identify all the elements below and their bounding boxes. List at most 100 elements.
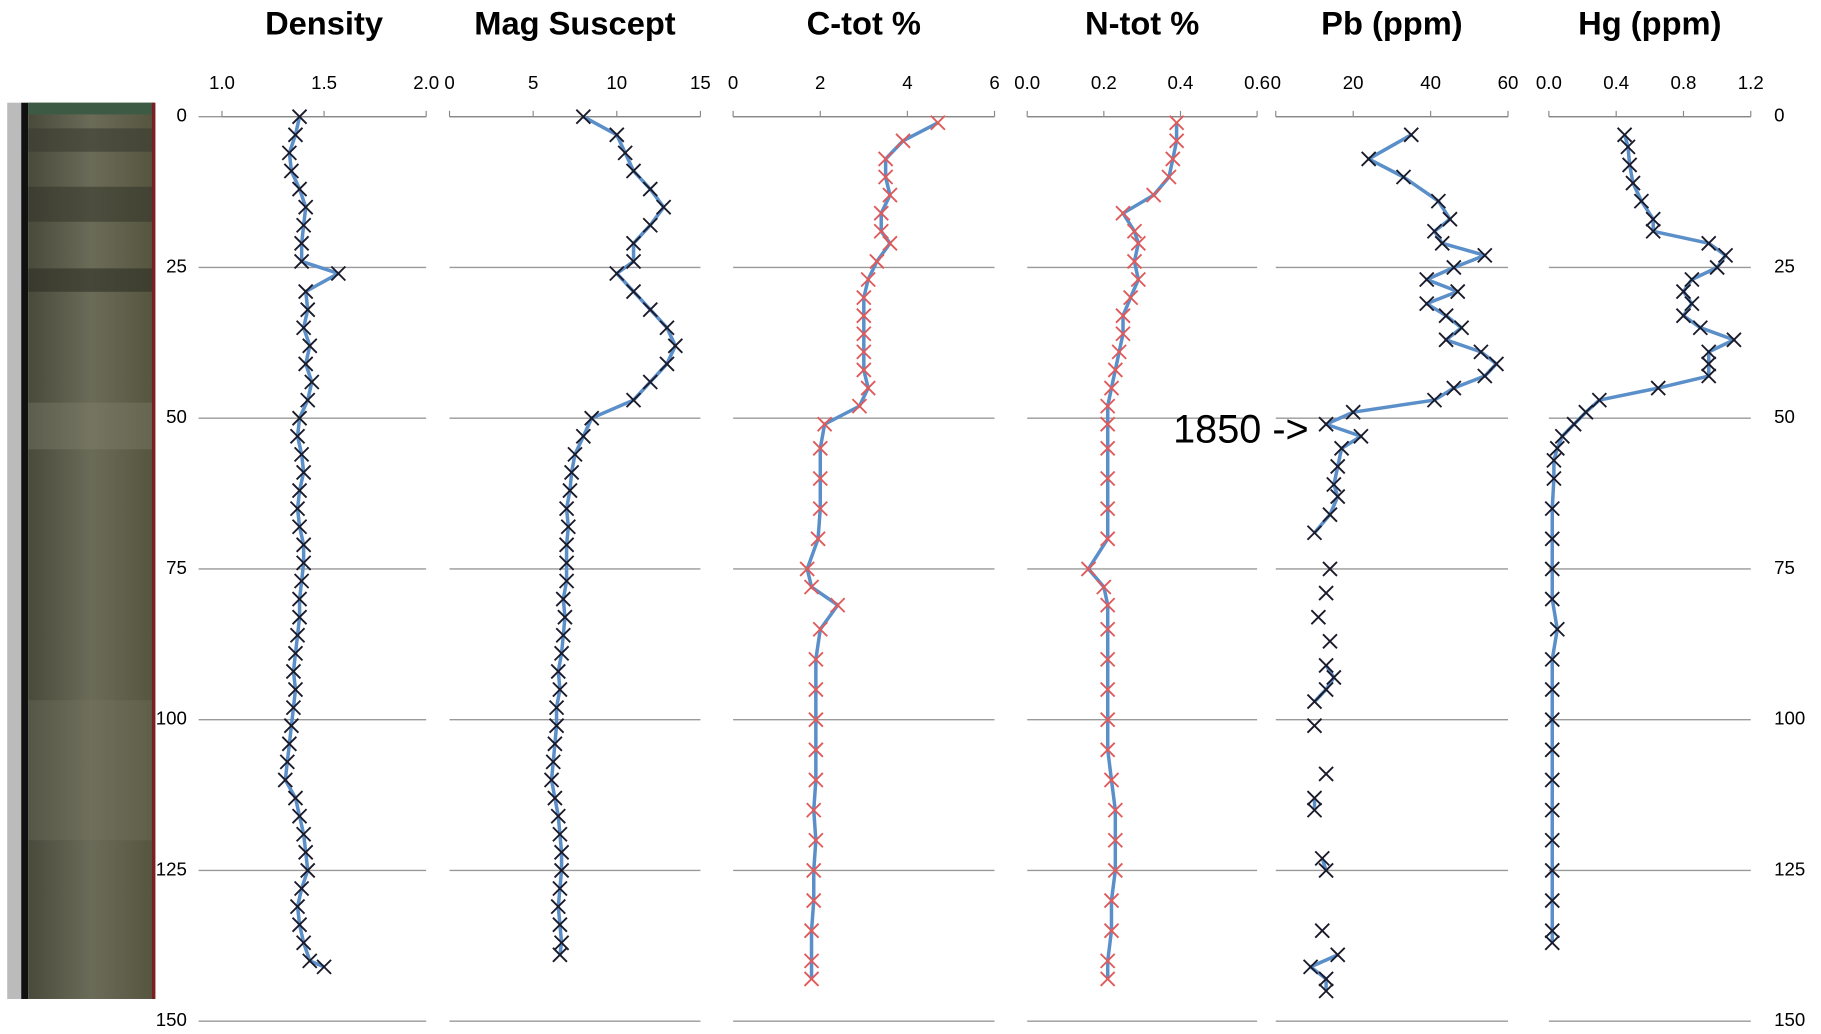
y-tick-label: 0: [177, 105, 187, 126]
x-tick-label: 40: [1420, 72, 1441, 93]
marker: [1331, 948, 1345, 962]
marker: [870, 254, 884, 268]
marker: [896, 134, 910, 148]
marker: [1319, 767, 1333, 781]
marker: [643, 182, 657, 196]
y-tick-label: 25: [166, 255, 187, 276]
marker: [883, 236, 897, 250]
marker: [1439, 309, 1453, 323]
panel: 0 25 50 75 100 125 150 1.0 1.5 2.0 Density: [156, 4, 439, 1030]
annotation: 1850 ->: [1173, 407, 1309, 451]
core-photo: [7, 103, 155, 999]
x-tick-label: 0.4: [1603, 72, 1629, 93]
marker: [643, 303, 657, 317]
marker: [1307, 526, 1321, 540]
marker: [668, 339, 682, 353]
marker: [1323, 634, 1337, 648]
x-tick-label: 15: [690, 72, 711, 93]
marker: [1478, 369, 1492, 383]
panel-title: N-tot %: [1085, 4, 1199, 41]
marker: [627, 285, 641, 299]
x-tick-label: 0.6: [1244, 72, 1270, 93]
x-tick-label: 1.0: [209, 72, 235, 93]
marker: [1676, 285, 1690, 299]
marker: [657, 200, 671, 214]
panel-title: Mag Suscept: [474, 4, 676, 41]
marker: [1323, 508, 1337, 522]
marker: [1431, 194, 1445, 208]
series-line: [552, 117, 676, 955]
marker: [1315, 924, 1329, 938]
marker: [1319, 658, 1333, 672]
marker: [660, 357, 674, 371]
y-tick-label: 50: [166, 406, 187, 427]
marker: [1555, 429, 1569, 443]
marker: [1362, 152, 1376, 166]
x-tick-label: 1.5: [311, 72, 337, 93]
marker: [831, 598, 845, 612]
x-tick-label: 20: [1343, 72, 1364, 93]
y-tick-label: 150: [1774, 1009, 1805, 1030]
series-line: [807, 123, 938, 979]
y-tick-label: 150: [156, 1009, 187, 1030]
panel-title: Pb (ppm): [1321, 4, 1462, 41]
x-tick-label: 5: [528, 72, 538, 93]
marker: [1443, 212, 1457, 226]
marker: [1307, 695, 1321, 709]
y-tick-label: 0: [1774, 105, 1784, 126]
x-tick-label: 0.0: [1014, 72, 1040, 93]
series-line: [1552, 135, 1734, 943]
marker: [1579, 405, 1593, 419]
y-tick-label: 25: [1774, 255, 1795, 276]
marker: [1124, 291, 1138, 305]
marker: [1404, 128, 1418, 142]
x-tick-label: 4: [902, 72, 912, 93]
marker: [1147, 188, 1161, 202]
marker: [1304, 960, 1318, 974]
x-tick-label: 0: [444, 72, 454, 93]
panel: 0246C-tot %: [728, 4, 1000, 1021]
y-tick-label: 75: [166, 557, 187, 578]
marker: [1567, 417, 1581, 431]
x-tick-label: 0.8: [1671, 72, 1697, 93]
series-line: [285, 117, 338, 967]
marker: [1307, 719, 1321, 733]
y-tick-label: 125: [156, 858, 187, 879]
y-tick-label: 125: [1774, 858, 1805, 879]
x-tick-label: 0.0: [1536, 72, 1562, 93]
y-tick-label: 50: [1774, 406, 1795, 427]
panel: 02550751001251500.00.40.81.2Hg (ppm): [1536, 4, 1805, 1030]
panel-title: C-tot %: [807, 4, 921, 41]
marker: [1719, 248, 1733, 262]
panel: 0204060Pb (ppm)1850 ->: [1173, 4, 1518, 1021]
x-tick-label: 2.0: [413, 72, 439, 93]
x-tick-label: 2: [815, 72, 825, 93]
panel: 0 5 10 15 Mag Suscept: [444, 4, 710, 1021]
x-tick-label: 0: [728, 72, 738, 93]
y-tick-label: 100: [156, 708, 187, 729]
series-line: [1311, 135, 1497, 991]
marker: [610, 128, 624, 142]
x-tick-label: 10: [606, 72, 627, 93]
marker: [1420, 273, 1434, 287]
panel-title: Hg (ppm): [1578, 4, 1721, 41]
marker: [610, 266, 624, 280]
marker: [1447, 381, 1461, 395]
panel-title: Density: [265, 4, 383, 41]
x-tick-label: 60: [1498, 72, 1519, 93]
y-tick-label: 75: [1774, 557, 1795, 578]
x-tick-label: 1.2: [1738, 72, 1764, 93]
chart: 0 25 50 75 100 125 150 1.0 1.5 2.0 Density 0 5 10 15 Ma…: [0, 0, 1821, 1034]
marker: [1455, 321, 1469, 335]
marker: [643, 375, 657, 389]
marker: [643, 218, 657, 232]
marker: [1451, 285, 1465, 299]
marker: [1427, 224, 1441, 238]
x-tick-label: 0.4: [1168, 72, 1194, 93]
marker: [627, 164, 641, 178]
marker: [1685, 273, 1699, 287]
marker: [931, 116, 945, 130]
marker: [1685, 297, 1699, 311]
marker: [1311, 610, 1325, 624]
marker: [1116, 206, 1130, 220]
